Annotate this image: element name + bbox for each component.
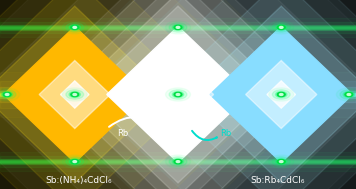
Circle shape (174, 93, 182, 96)
Circle shape (3, 92, 11, 97)
Circle shape (174, 160, 182, 163)
Circle shape (276, 159, 287, 165)
Text: Rb: Rb (117, 129, 129, 138)
Circle shape (278, 160, 285, 163)
Circle shape (336, 88, 356, 101)
Polygon shape (4, 26, 146, 163)
Circle shape (174, 160, 182, 164)
Text: Sb:Rb₄CdCl₆: Sb:Rb₄CdCl₆ (250, 176, 305, 185)
Circle shape (66, 90, 84, 99)
Polygon shape (125, 0, 356, 189)
Polygon shape (57, 0, 299, 189)
Circle shape (277, 160, 285, 164)
Circle shape (279, 94, 283, 95)
Circle shape (62, 88, 87, 101)
Circle shape (176, 94, 180, 95)
Circle shape (276, 24, 287, 30)
Polygon shape (36, 0, 320, 189)
Circle shape (345, 93, 352, 96)
Circle shape (71, 93, 78, 96)
Circle shape (174, 26, 182, 29)
Circle shape (62, 21, 87, 34)
Text: Rb: Rb (220, 129, 232, 138)
Circle shape (272, 157, 290, 166)
Polygon shape (0, 0, 231, 189)
Circle shape (279, 26, 283, 28)
Circle shape (172, 159, 184, 165)
Circle shape (0, 90, 16, 99)
Text: Sb:(NH₄)₄CdCl₆: Sb:(NH₄)₄CdCl₆ (45, 176, 112, 185)
Circle shape (71, 25, 79, 29)
Circle shape (4, 93, 11, 96)
Circle shape (62, 155, 87, 168)
Polygon shape (246, 60, 317, 129)
Polygon shape (164, 81, 192, 108)
Circle shape (269, 155, 294, 168)
Circle shape (279, 161, 283, 163)
Circle shape (174, 25, 182, 29)
Circle shape (169, 90, 187, 99)
Polygon shape (107, 26, 249, 163)
Circle shape (166, 88, 190, 101)
Polygon shape (0, 0, 274, 189)
Circle shape (272, 23, 290, 32)
Circle shape (174, 92, 182, 97)
Circle shape (169, 23, 187, 32)
Polygon shape (71, 0, 285, 189)
Circle shape (269, 21, 294, 34)
Circle shape (66, 23, 84, 32)
Circle shape (166, 21, 190, 34)
Circle shape (176, 161, 180, 163)
Polygon shape (0, 0, 196, 189)
Polygon shape (82, 0, 356, 189)
Circle shape (166, 155, 190, 168)
Polygon shape (85, 6, 271, 183)
Polygon shape (39, 60, 110, 129)
Circle shape (0, 88, 20, 101)
Polygon shape (107, 26, 249, 163)
Circle shape (340, 90, 356, 99)
Polygon shape (0, 6, 167, 183)
Circle shape (71, 160, 78, 163)
Circle shape (69, 159, 80, 165)
Circle shape (169, 157, 187, 166)
Circle shape (69, 24, 80, 30)
Polygon shape (189, 6, 356, 183)
Polygon shape (210, 26, 352, 163)
Circle shape (172, 91, 184, 98)
Circle shape (176, 26, 180, 28)
Circle shape (277, 25, 285, 29)
Circle shape (71, 26, 78, 29)
Circle shape (73, 94, 77, 95)
Circle shape (172, 24, 184, 30)
Circle shape (277, 92, 285, 97)
Polygon shape (21, 0, 335, 189)
Circle shape (73, 26, 77, 28)
Circle shape (73, 161, 77, 163)
Circle shape (276, 91, 287, 98)
Circle shape (269, 88, 294, 101)
Circle shape (345, 92, 353, 97)
Circle shape (343, 91, 355, 98)
Circle shape (347, 94, 351, 95)
Circle shape (69, 91, 80, 98)
Circle shape (278, 93, 285, 96)
Circle shape (71, 92, 79, 97)
Circle shape (272, 90, 290, 99)
Polygon shape (160, 0, 356, 189)
Polygon shape (142, 60, 214, 129)
Polygon shape (61, 81, 89, 108)
Circle shape (1, 91, 13, 98)
Circle shape (66, 157, 84, 166)
Polygon shape (267, 81, 295, 108)
Circle shape (71, 160, 79, 164)
Circle shape (278, 26, 285, 29)
Circle shape (5, 94, 9, 95)
